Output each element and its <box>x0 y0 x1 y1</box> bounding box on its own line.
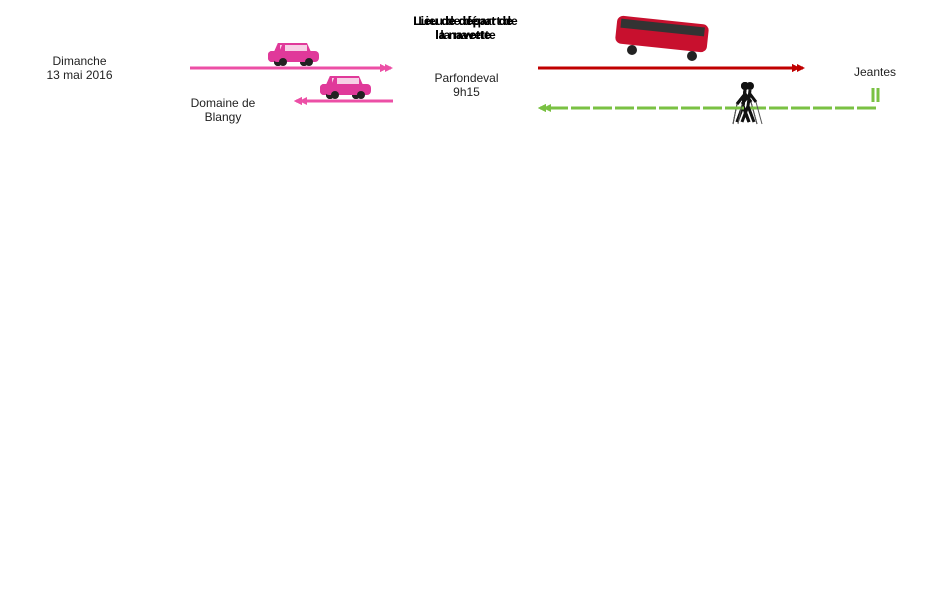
text-line: 13 mai 2016 <box>46 68 112 82</box>
walker-head <box>746 82 754 90</box>
text-line: Lieu de départ de <box>408 14 528 28</box>
walker-body <box>742 90 756 122</box>
car-window <box>337 78 359 84</box>
bus-wheel <box>687 51 697 61</box>
text-line: Parfondeval <box>434 71 498 85</box>
car-window <box>285 45 307 51</box>
walk-arrow <box>545 88 878 108</box>
text-line: Jeantes <box>854 65 896 79</box>
car-wheel <box>331 91 339 99</box>
text-line: la navette <box>408 28 528 42</box>
bus-wheel <box>627 45 637 55</box>
destination-box: Jeantes <box>825 55 925 88</box>
car-wheel <box>305 58 313 66</box>
car-wheel <box>279 58 287 66</box>
text-line: Dimanche <box>52 54 106 68</box>
car-wheel <box>357 91 365 99</box>
day-panel: Vendredi 11 mai2016Domaine deBlangyLieu … <box>0 138 932 275</box>
page: Jeudi 10 mai2018Domaine deBlangyLieu de … <box>0 0 932 604</box>
text-line: 9h15 <box>453 85 480 99</box>
